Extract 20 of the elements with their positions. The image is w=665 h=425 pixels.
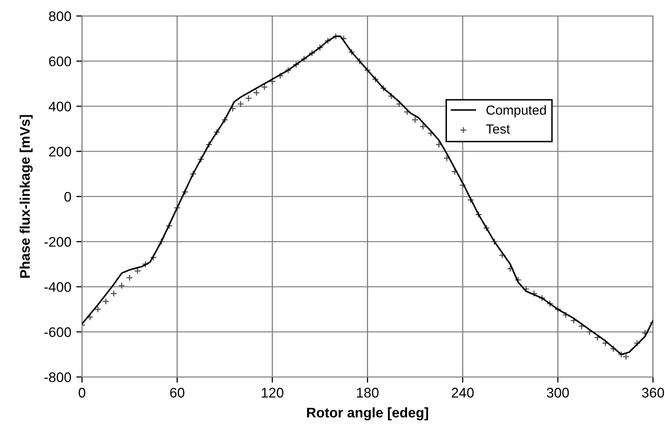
y-tick-label: -200: [44, 236, 72, 247]
y-axis-title: Phase flux-linkage [mVs]: [20, 115, 33, 278]
x-tick-label: 360: [642, 388, 664, 398]
y-tick-label: -800: [44, 372, 72, 382]
legend-label: Computed: [486, 105, 546, 118]
x-tick-label: 0: [78, 388, 86, 398]
legend-label: Test: [486, 124, 510, 134]
x-tick-label: 120: [262, 388, 284, 398]
y-tick-label: 600: [49, 56, 72, 66]
y-tick-label: 400: [48, 102, 72, 112]
x-axis-title: Rotor angle [edeg]: [307, 407, 428, 420]
x-tick-label: 60: [170, 388, 184, 398]
y-tick-label: -400: [44, 282, 72, 292]
y-tick-label: 800: [49, 11, 72, 22]
y-tick-label: 0: [64, 192, 72, 202]
x-tick-label: 300: [546, 388, 569, 398]
x-tick-label: 180: [356, 388, 379, 398]
x-tick-label: 240: [452, 388, 474, 398]
y-tick-label: 200: [49, 146, 72, 157]
y-tick-label: -600: [44, 327, 72, 338]
